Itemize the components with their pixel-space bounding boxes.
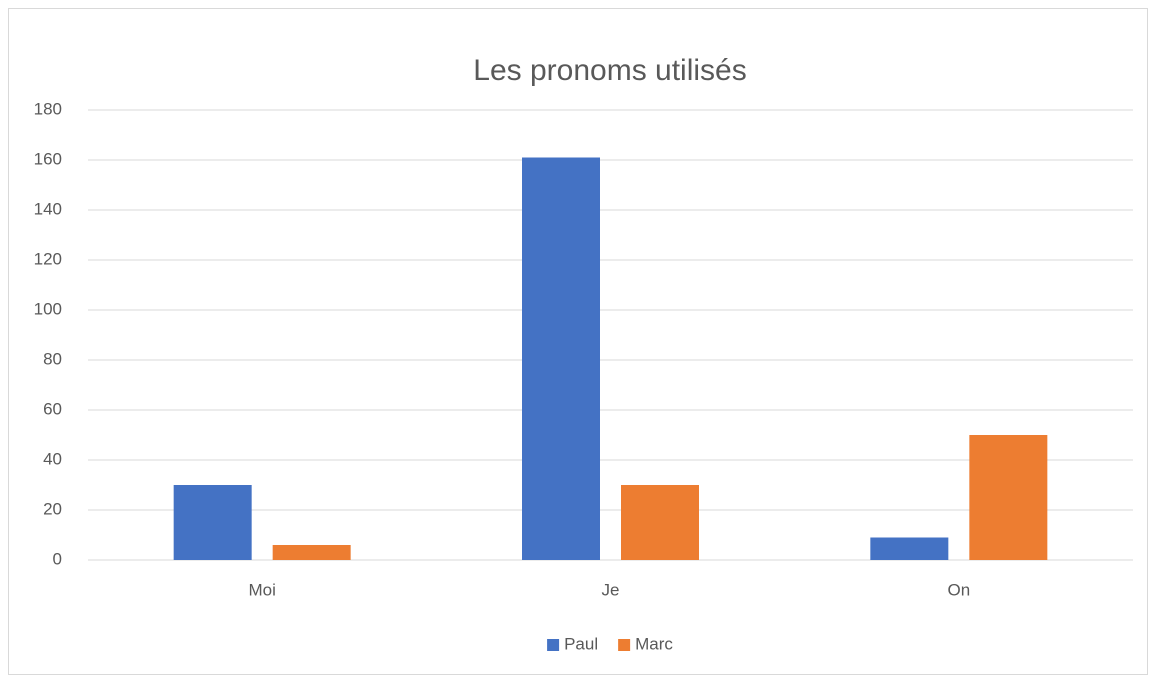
bar [870,537,949,560]
x-tick-label: Je [602,580,620,599]
bar [173,485,252,560]
bar [621,485,699,560]
legend-swatch [618,639,631,651]
chart-title: Les pronoms utilisés [473,54,746,87]
bar [522,157,600,560]
y-tick-label: 0 [53,549,62,568]
x-tick-label: Moi [248,580,275,599]
legend-label: Marc [635,634,673,653]
x-tick-label: On [947,580,970,599]
y-tick-label: 80 [43,349,62,368]
y-tick-label: 120 [34,249,62,268]
bar [969,435,1048,560]
legend-label: Paul [564,634,598,653]
legend-swatch [547,639,560,651]
y-tick-label: 40 [43,449,62,468]
y-tick-label: 140 [34,199,62,218]
y-tick-label: 160 [34,149,62,168]
bar [272,545,351,560]
y-tick-label: 100 [34,299,62,318]
y-tick-label: 60 [43,399,62,418]
y-tick-label: 20 [43,499,62,518]
y-tick-label: 180 [34,99,62,118]
